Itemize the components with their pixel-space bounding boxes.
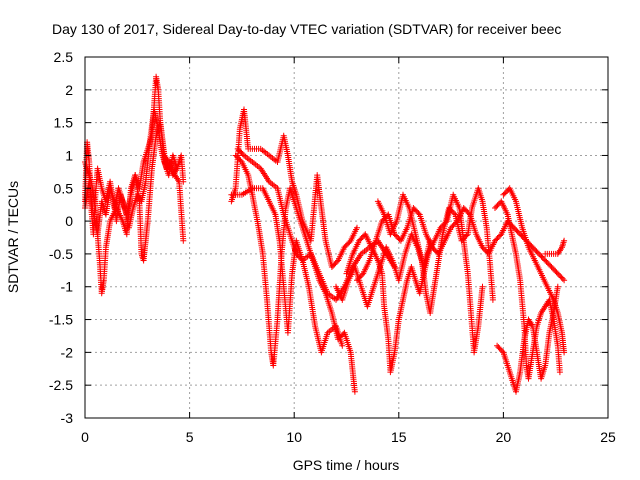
y-axis-label: SDTVAR / TECUs — [5, 181, 21, 293]
x-tick-label: 25 — [600, 429, 616, 445]
plot-frame — [84, 56, 609, 419]
y-tick-label: -0.5 — [49, 246, 73, 262]
series-markers — [542, 237, 568, 257]
y-tick-label: 0 — [65, 213, 73, 229]
axes: 0 5 10 15 20 25 -3 -2.5 -2 -1.5 -1 -0.5 0 0.5 1 1.5 2 2.5 — [49, 49, 616, 445]
chart-title: Day 130 of 2017, Sidereal Day-to-day VTE… — [52, 21, 561, 37]
y-tick-label: -2 — [61, 344, 74, 360]
y-tick-label: -3 — [61, 410, 74, 426]
series-c4 — [333, 231, 434, 310]
x-tick-label: 15 — [391, 429, 407, 445]
series-c3 — [374, 185, 496, 316]
series-markers — [500, 185, 568, 356]
y-tick-label: -1 — [61, 279, 74, 295]
x-tick-label: 10 — [286, 429, 302, 445]
y-tick-label: -1.5 — [49, 312, 73, 328]
y-tick-label: -2.5 — [49, 377, 73, 393]
y-tick-label: 1.5 — [54, 115, 74, 131]
series-markers — [374, 185, 496, 316]
x-axis-label: GPS time / hours — [293, 457, 400, 473]
x-tick-label: 20 — [496, 429, 512, 445]
series-d2 — [500, 185, 568, 356]
x-tick-label: 0 — [81, 429, 89, 445]
series-d4 — [542, 237, 568, 257]
series-d3 — [494, 283, 561, 395]
series-markers — [232, 152, 358, 395]
y-tick-label: 2.5 — [54, 49, 74, 65]
y-tick-label: 2 — [65, 82, 73, 98]
series-markers — [333, 231, 434, 310]
x-tick-label: 5 — [186, 429, 194, 445]
y-tick-label: 1 — [65, 147, 73, 163]
y-tick-label: 0.5 — [54, 180, 74, 196]
series-markers — [494, 283, 561, 395]
series-b2 — [232, 152, 358, 395]
